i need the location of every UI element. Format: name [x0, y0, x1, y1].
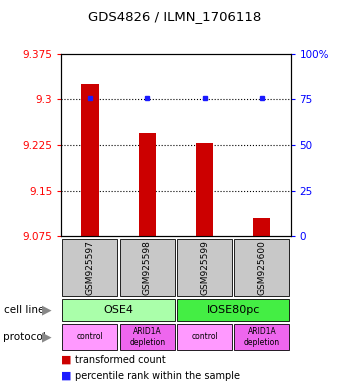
- Text: protocol: protocol: [4, 332, 46, 342]
- Bar: [177, 239, 232, 296]
- Bar: [62, 299, 175, 321]
- Bar: [177, 324, 232, 350]
- Bar: [196, 143, 213, 236]
- Text: GSM925598: GSM925598: [143, 240, 152, 295]
- Text: GDS4826 / ILMN_1706118: GDS4826 / ILMN_1706118: [88, 10, 262, 23]
- Bar: [62, 239, 117, 296]
- Bar: [62, 324, 117, 350]
- Bar: [234, 324, 289, 350]
- Text: ▶: ▶: [42, 331, 52, 343]
- Bar: [81, 84, 98, 236]
- Text: GSM925599: GSM925599: [200, 240, 209, 295]
- Text: ▶: ▶: [42, 304, 52, 316]
- Text: IOSE80pc: IOSE80pc: [206, 305, 260, 315]
- Bar: [120, 324, 175, 350]
- Bar: [253, 218, 271, 236]
- Text: ■: ■: [61, 354, 72, 364]
- Text: percentile rank within the sample: percentile rank within the sample: [75, 371, 240, 381]
- Bar: [177, 299, 289, 321]
- Text: OSE4: OSE4: [104, 305, 134, 315]
- Text: ARID1A
depletion: ARID1A depletion: [129, 327, 165, 347]
- Text: GSM925600: GSM925600: [257, 240, 266, 295]
- Bar: [139, 133, 156, 236]
- Text: control: control: [77, 333, 103, 341]
- Text: transformed count: transformed count: [75, 354, 166, 364]
- Text: cell line: cell line: [4, 305, 44, 315]
- Text: ARID1A
depletion: ARID1A depletion: [244, 327, 280, 347]
- Bar: [120, 239, 175, 296]
- Text: control: control: [191, 333, 218, 341]
- Text: ■: ■: [61, 371, 72, 381]
- Text: GSM925597: GSM925597: [85, 240, 94, 295]
- Bar: [234, 239, 289, 296]
